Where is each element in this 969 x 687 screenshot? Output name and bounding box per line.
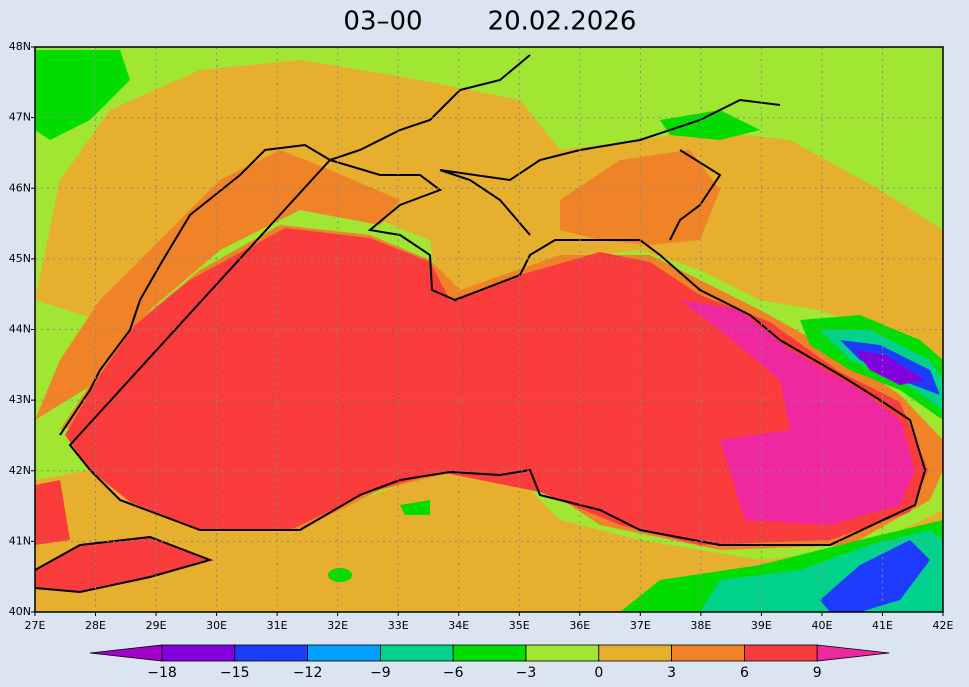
colorbar-label: −12 [293,665,323,681]
lon-label: 32E [327,619,348,632]
lon-label: 34E [448,619,469,632]
colorbar-tip [816,644,890,662]
colorbar-swatch [598,644,672,662]
lon-label: 27E [25,619,46,632]
map-field [35,47,943,612]
colorbar-label: 0 [594,665,603,681]
colorbar-swatch [671,644,745,662]
lon-label: 31E [267,619,288,632]
colorbar-label: −9 [370,665,391,681]
colorbar-swatch [161,644,236,662]
lat-label: 46N [9,181,31,194]
colorbar-label: −18 [147,665,177,681]
colorbar-swatch [307,644,381,662]
lon-label: 30E [206,619,227,632]
graticule [35,47,943,612]
lat-label: 48N [9,40,31,53]
lat-label: 40N [9,605,31,618]
colorbar-label: 3 [667,665,676,681]
colorbar-label: −6 [443,665,464,681]
lat-label: 47N [9,111,31,124]
lon-label: 33E [388,619,409,632]
lon-label: 36E [569,619,590,632]
lat-label: 45N [9,252,31,265]
colorbar-swatch [379,644,454,662]
colorbar-label: −3 [516,665,537,681]
lat-label: 43N [9,393,31,406]
colorbar-swatch [525,644,600,662]
lon-label: 35E [509,619,530,632]
colorbar-label: −15 [220,665,250,681]
lon-label: 41E [872,619,893,632]
lon-label: 39E [751,619,772,632]
lon-label: 38E [690,619,711,632]
lat-label: 41N [9,534,31,547]
time-label: 03–00 [343,7,422,37]
colorbar-swatch [452,644,527,662]
lat-label: 44N [9,323,31,336]
lat-label: 42N [9,464,31,477]
colorbar-tip [89,644,163,662]
lon-label: 28E [85,619,106,632]
colorbar-swatch [234,644,309,662]
colorbar-swatch [744,644,818,662]
lon-label: 29E [146,619,167,632]
colorbar-label: 9 [813,665,822,681]
colorbar-label: 6 [740,665,749,681]
lon-label: 42E [933,619,954,632]
lon-label: 37E [630,619,651,632]
lon-label: 40E [811,619,832,632]
date-label: 20.02.2026 [488,7,637,37]
